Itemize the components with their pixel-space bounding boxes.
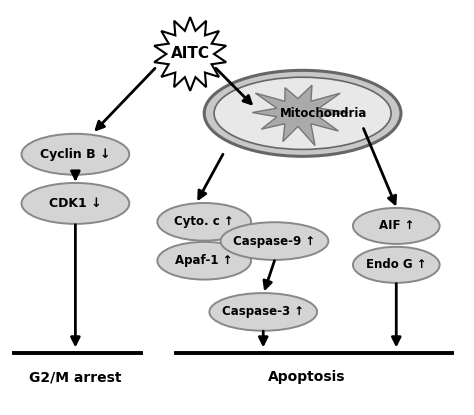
Text: Caspase-3 ↑: Caspase-3 ↑ — [222, 305, 304, 318]
Text: Caspase-9 ↑: Caspase-9 ↑ — [233, 234, 316, 248]
Text: CDK1 ↓: CDK1 ↓ — [49, 197, 102, 210]
Ellipse shape — [21, 183, 129, 224]
Ellipse shape — [214, 77, 391, 149]
Text: Mitochondria: Mitochondria — [280, 107, 367, 120]
Text: Apoptosis: Apoptosis — [268, 371, 345, 384]
Ellipse shape — [157, 203, 251, 241]
Text: Cyclin B ↓: Cyclin B ↓ — [40, 148, 110, 161]
Text: AITC: AITC — [171, 46, 210, 61]
Ellipse shape — [220, 222, 328, 260]
Ellipse shape — [353, 247, 439, 283]
Ellipse shape — [21, 134, 129, 175]
Text: Cyto. c ↑: Cyto. c ↑ — [174, 215, 234, 228]
Text: G2/M arrest: G2/M arrest — [29, 371, 122, 384]
Polygon shape — [154, 17, 226, 91]
Text: Apaf-1 ↑: Apaf-1 ↑ — [175, 254, 233, 267]
Ellipse shape — [210, 293, 317, 331]
Ellipse shape — [353, 208, 439, 244]
Ellipse shape — [157, 242, 251, 280]
Text: AIF ↑: AIF ↑ — [379, 220, 414, 232]
Polygon shape — [252, 85, 348, 146]
Text: Endo G ↑: Endo G ↑ — [366, 258, 427, 271]
Ellipse shape — [204, 70, 401, 156]
